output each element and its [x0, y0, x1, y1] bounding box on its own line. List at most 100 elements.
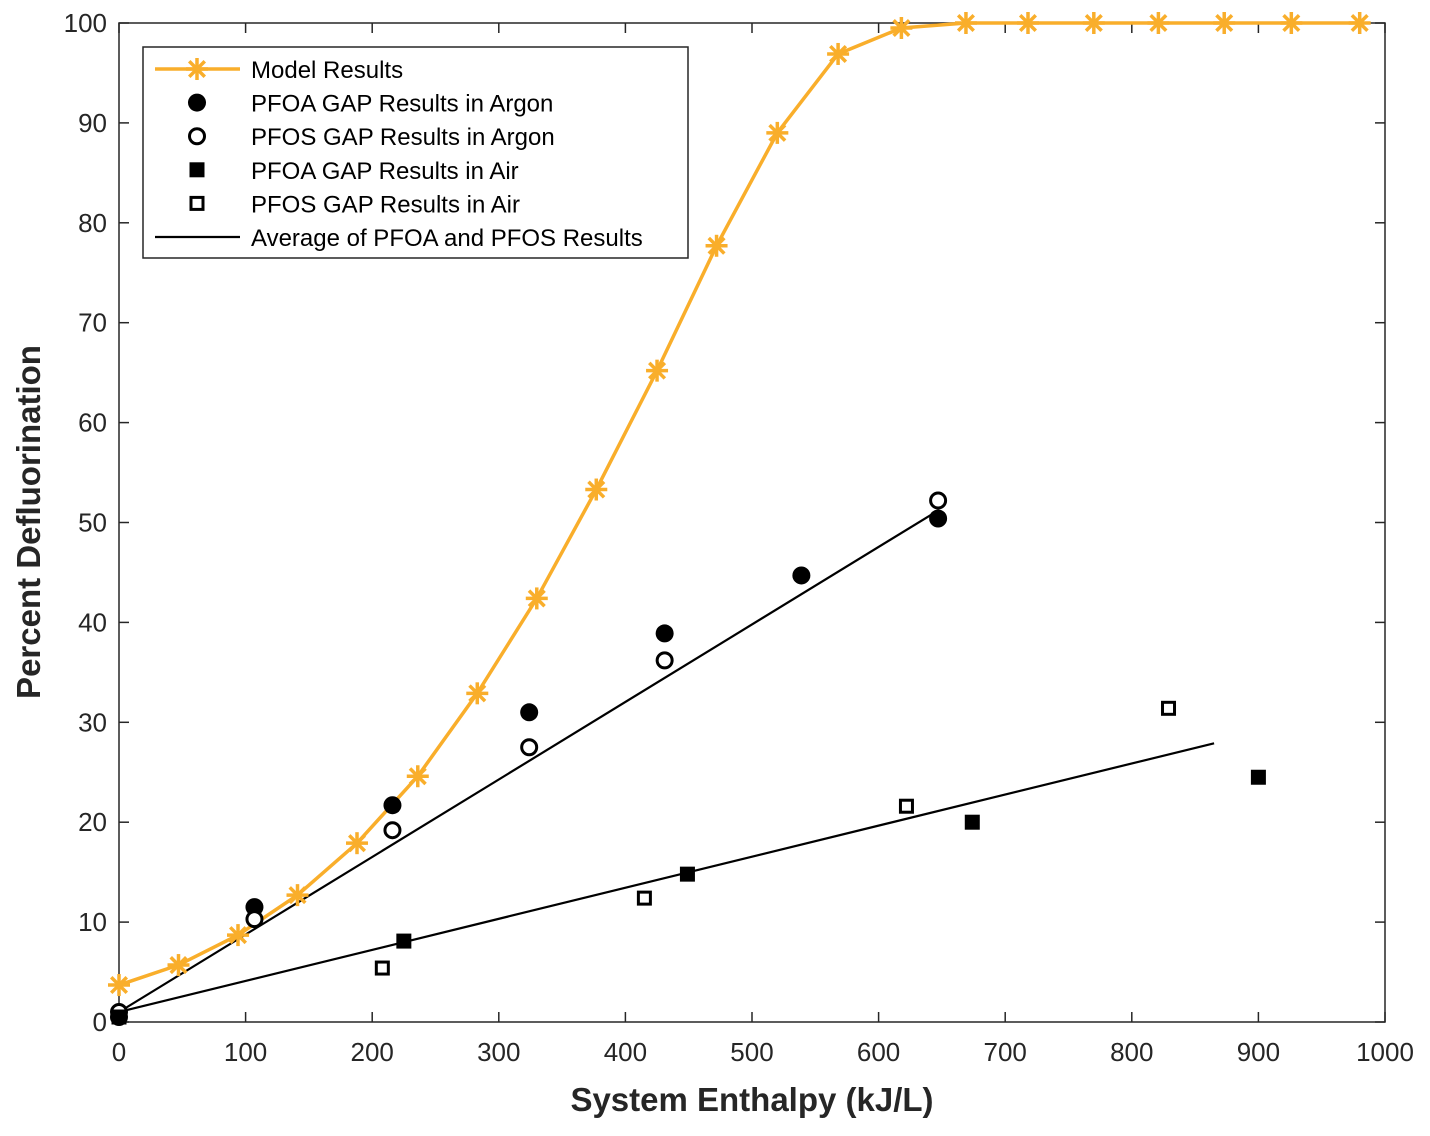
- y-tick-label: 50: [78, 508, 107, 538]
- model-results-point: [1082, 12, 1105, 34]
- model-results-point: [890, 16, 913, 39]
- open-circle-marker: [383, 821, 402, 840]
- star-stroke: [956, 13, 975, 33]
- model-results-point: [585, 478, 608, 501]
- x-tick-label: 200: [351, 1037, 394, 1067]
- y-tick-label: 20: [78, 807, 107, 837]
- star-stroke: [1282, 13, 1301, 33]
- legend-open-square-icon: [189, 195, 205, 211]
- model-results-point: [167, 954, 190, 977]
- filled-circle-marker: [188, 93, 206, 112]
- pfos-gap-results-in-argon-point: [245, 910, 264, 929]
- pfos-gap-results-in-argon-point: [383, 821, 402, 840]
- star-stroke: [829, 44, 848, 63]
- open-circle-marker: [520, 738, 539, 757]
- filled-circle-marker: [929, 509, 948, 528]
- model-results-point: [1348, 12, 1371, 34]
- x-tick-label: 900: [1237, 1037, 1280, 1067]
- star-stroke: [527, 589, 546, 608]
- open-square-marker: [1161, 700, 1177, 716]
- star-stroke: [1215, 13, 1234, 33]
- star-stroke: [1350, 13, 1369, 33]
- legend-item: PFOS GAP Results in Air: [189, 191, 520, 218]
- legend-label: PFOS GAP Results in Argon: [251, 124, 555, 151]
- filled-circle-marker: [655, 624, 674, 643]
- star-stroke: [169, 956, 188, 975]
- filled-square-marker: [396, 933, 412, 949]
- filled-circle-marker: [520, 703, 539, 722]
- x-tick-label: 100: [224, 1037, 267, 1067]
- x-tick-label: 1000: [1356, 1037, 1414, 1067]
- legend-item: PFOA GAP Results in Air: [189, 158, 519, 185]
- y-tick-label: 90: [78, 108, 107, 138]
- legend-item: Average of PFOA and PFOS Results: [155, 225, 643, 252]
- legend: Model Results PFOA GAP Results in Argon PF…: [142, 46, 689, 259]
- legend-item: Model Results: [155, 57, 403, 84]
- open-square-marker: [898, 798, 914, 814]
- pfoa-gap-results-in-argon-point: [520, 703, 539, 722]
- y-tick-label: 10: [78, 907, 107, 937]
- open-circle-marker: [655, 651, 674, 670]
- legend-label: Model Results: [251, 57, 403, 84]
- legend-filled-circle-icon: [188, 93, 206, 112]
- y-tick-label: 30: [78, 707, 107, 737]
- filled-circle-marker: [383, 796, 402, 815]
- star-stroke: [768, 123, 787, 142]
- legend-box: [142, 46, 689, 259]
- pfoa-gap-results-in-air-point: [964, 814, 980, 830]
- y-tick-label: 70: [78, 308, 107, 338]
- star-stroke: [109, 976, 129, 995]
- filled-square-marker: [964, 814, 980, 830]
- y-tick-label: 100: [64, 8, 107, 38]
- legend-filled-square-icon: [189, 162, 205, 178]
- star-stroke: [288, 886, 307, 905]
- pfoa-gap-results-in-air-point: [111, 1009, 127, 1025]
- pfoa-gap-results-in-argon-point: [929, 509, 948, 528]
- filled-circle-marker: [792, 566, 811, 585]
- star-stroke: [648, 361, 667, 380]
- model-results-point: [406, 765, 429, 788]
- pfoa-gap-results-in-air-point: [396, 933, 412, 949]
- star-stroke: [1149, 13, 1168, 33]
- open-circle-marker: [188, 127, 206, 146]
- average-fit-line: [118, 509, 939, 1013]
- filled-square-marker: [189, 162, 205, 178]
- legend-item: PFOS GAP Results in Argon: [188, 124, 555, 151]
- open-circle-marker: [245, 910, 264, 929]
- star-stroke: [228, 926, 248, 945]
- model-results-point: [766, 121, 789, 144]
- pfos-gap-results-in-air-point: [898, 798, 914, 814]
- legend-open-circle-icon: [188, 127, 206, 146]
- pfos-gap-results-in-argon-point: [929, 491, 948, 510]
- star-stroke: [1084, 13, 1103, 33]
- pfos-gap-results-in-argon-point: [520, 738, 539, 757]
- model-results-point: [705, 234, 728, 257]
- open-square-marker: [189, 195, 205, 211]
- pfoa-gap-results-in-argon-point: [383, 796, 402, 815]
- open-square-marker: [636, 890, 652, 906]
- model-results-point: [227, 924, 250, 947]
- model-results-point: [827, 42, 850, 65]
- y-tick-label: 80: [78, 208, 107, 238]
- model-results-point: [346, 832, 369, 855]
- star-stroke: [347, 834, 367, 853]
- average-fit-line: [118, 742, 1215, 1014]
- model-results-point: [1213, 12, 1236, 34]
- legend-label: PFOS GAP Results in Air: [251, 191, 520, 218]
- model-results-point: [466, 682, 489, 705]
- filled-square-marker: [111, 1009, 127, 1025]
- filled-square-marker: [1250, 769, 1266, 785]
- star-stroke: [707, 236, 726, 255]
- y-tick-label: 60: [78, 408, 107, 438]
- pfoa-gap-results-in-air-point: [679, 866, 695, 882]
- x-tick-label: 500: [730, 1037, 773, 1067]
- x-axis-label: System Enthalpy (kJ/L): [570, 1081, 933, 1118]
- star-stroke: [187, 59, 207, 79]
- star-stroke: [408, 767, 427, 786]
- open-square-marker: [374, 960, 390, 976]
- star-stroke: [587, 480, 606, 499]
- y-axis-label: Percent Defluorination: [10, 345, 47, 699]
- legend-label: PFOA GAP Results in Argon: [251, 91, 553, 118]
- pfos-gap-results-in-air-point: [374, 960, 390, 976]
- star-stroke: [892, 18, 911, 38]
